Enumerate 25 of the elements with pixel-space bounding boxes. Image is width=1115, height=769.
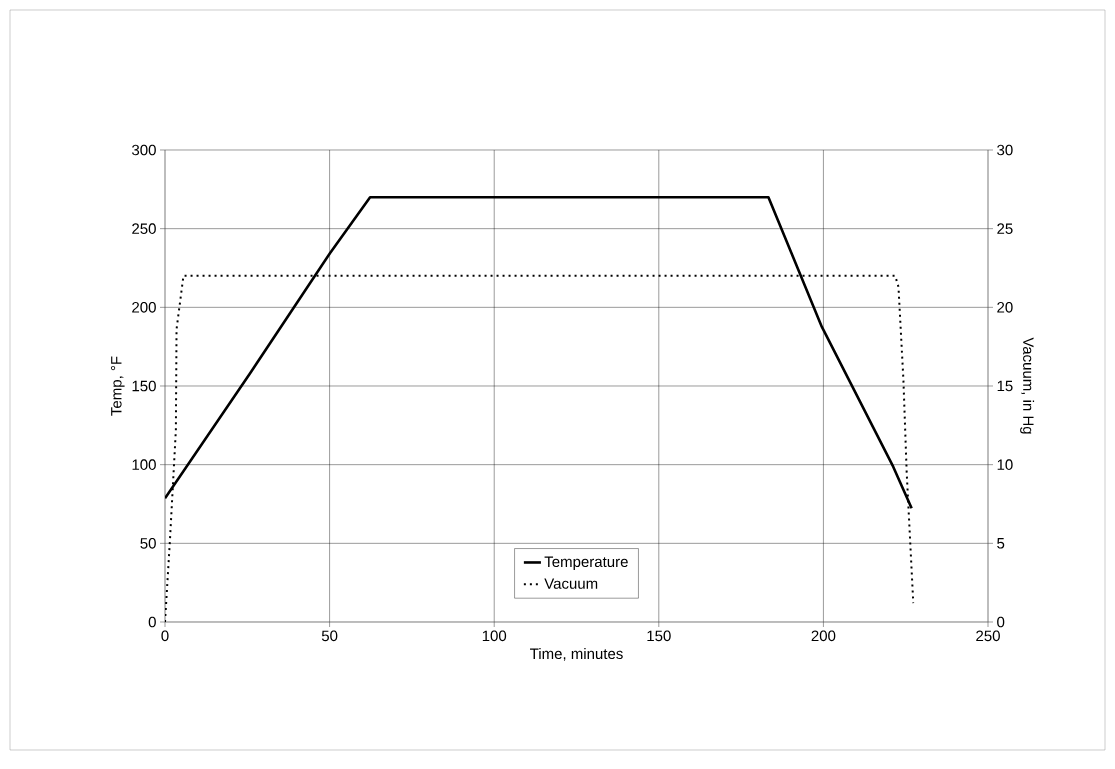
y2-axis-title: Vacuum, in Hg — [1020, 337, 1035, 434]
y-tick-label: 300 — [132, 144, 156, 156]
x-tick-label: 150 — [647, 630, 671, 642]
y2-tick-label: 0 — [997, 616, 1005, 628]
x-tick-label: 200 — [811, 630, 836, 642]
y-tick-label: 0 — [148, 616, 156, 628]
y-tick-label: 200 — [132, 302, 156, 313]
y-axis-title: Temp, °F — [110, 356, 125, 416]
y2-tick-label: 5 — [997, 538, 1005, 549]
x-tick-label: 50 — [321, 630, 338, 642]
x-tick-label: 100 — [482, 630, 507, 642]
legend-label: Temperature — [544, 556, 628, 570]
y-tick-label: 250 — [132, 223, 156, 234]
y-tick-label: 150 — [132, 380, 156, 392]
y2-tick-label: 25 — [997, 223, 1013, 234]
y-tick-label: 100 — [132, 459, 156, 470]
y2-tick-label: 30 — [997, 144, 1013, 156]
legend-label: Vacuum — [544, 578, 598, 589]
y-tick-label: 50 — [140, 538, 156, 549]
x-tick-label: 250 — [976, 630, 1000, 642]
y2-tick-label: 20 — [997, 302, 1013, 313]
x-axis-title: Time, minutes — [530, 648, 623, 661]
y2-tick-label: 15 — [997, 380, 1013, 392]
x-tick-label: 0 — [161, 630, 169, 642]
y2-tick-label: 10 — [997, 459, 1013, 470]
